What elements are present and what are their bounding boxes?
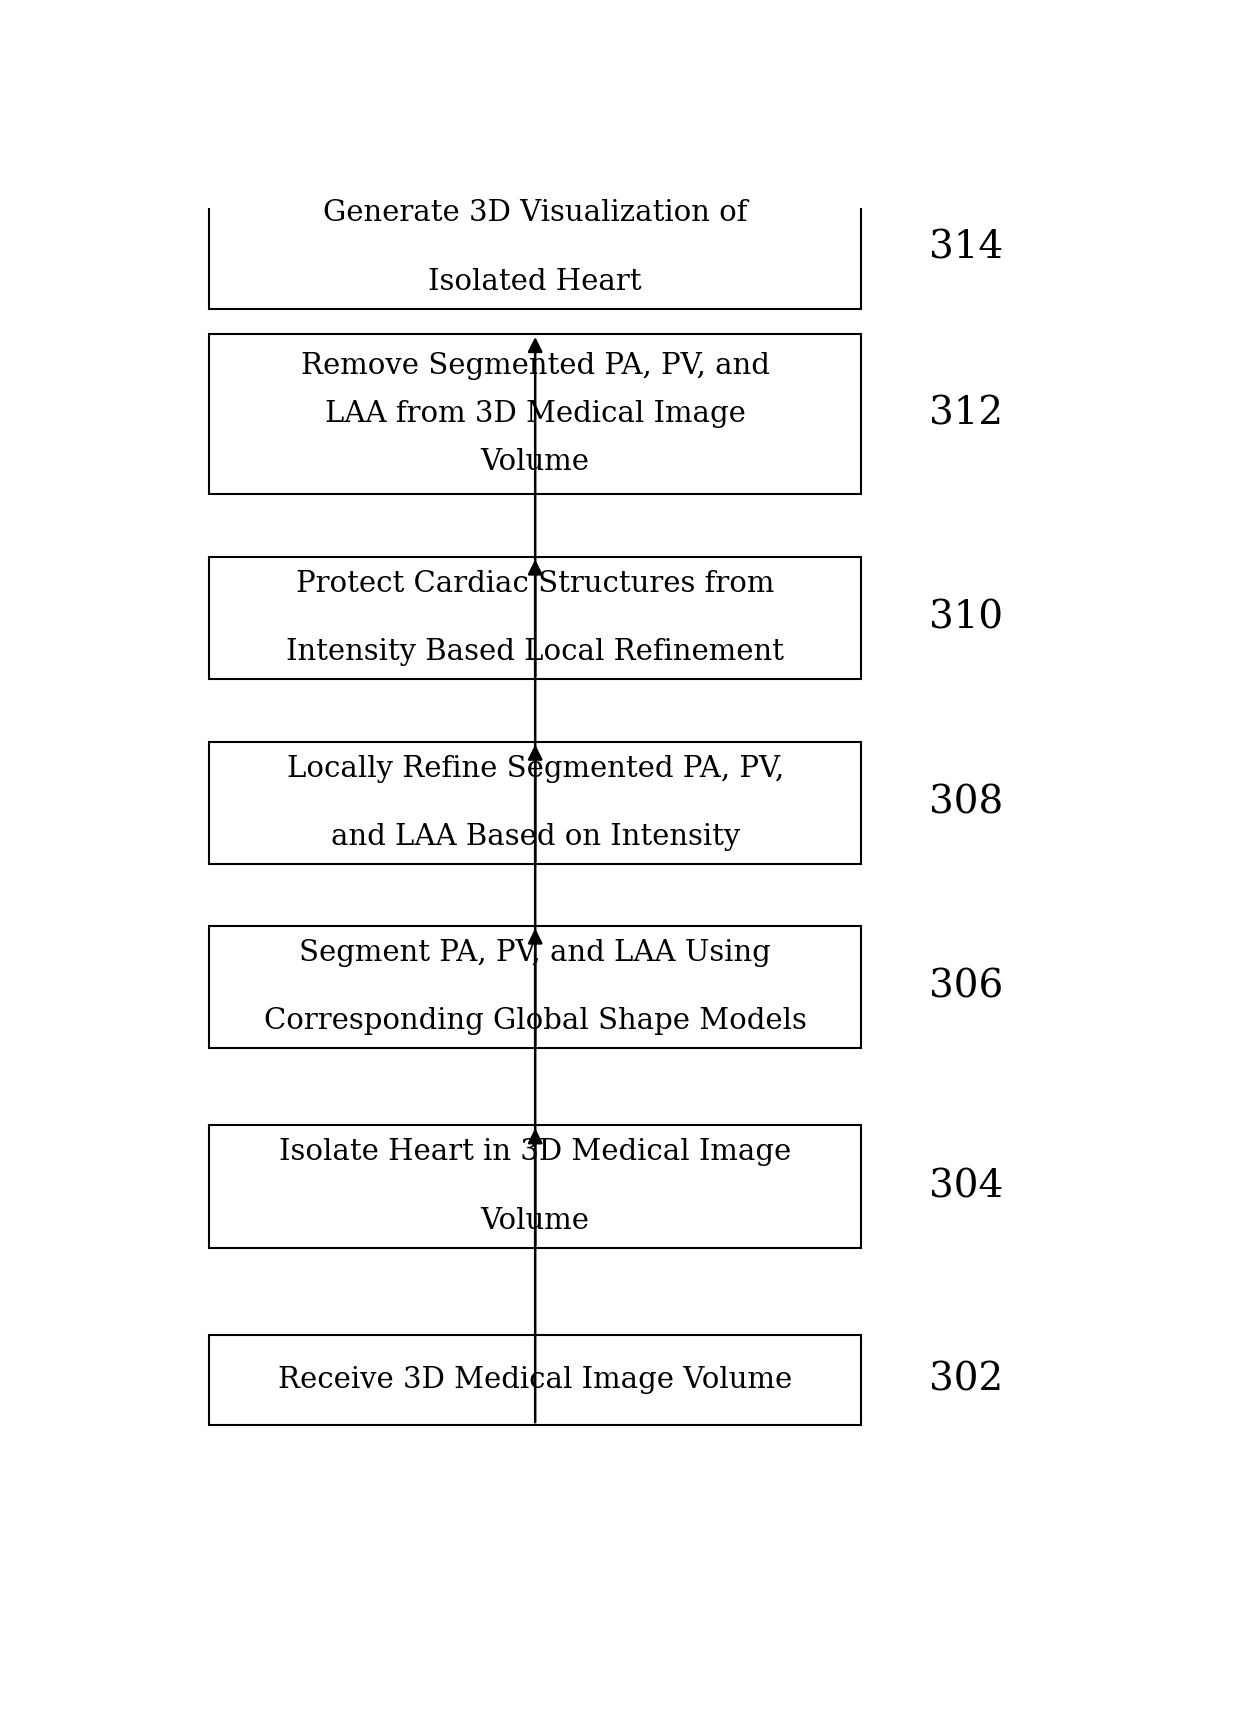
Text: 306: 306 — [929, 969, 1004, 1005]
Text: 314: 314 — [929, 228, 1004, 266]
Text: Protect Cardiac Structures from: Protect Cardiac Structures from — [296, 569, 774, 597]
Text: Segment PA, PV, and LAA Using: Segment PA, PV, and LAA Using — [299, 939, 771, 967]
Text: Generate 3D Visualization of: Generate 3D Visualization of — [323, 199, 747, 227]
FancyBboxPatch shape — [209, 742, 862, 865]
Text: 312: 312 — [929, 396, 1003, 432]
FancyBboxPatch shape — [209, 926, 862, 1048]
FancyBboxPatch shape — [209, 334, 862, 495]
FancyBboxPatch shape — [209, 557, 862, 680]
Text: 310: 310 — [929, 599, 1003, 637]
Text: Receive 3D Medical Image Volume: Receive 3D Medical Image Volume — [278, 1367, 792, 1394]
Text: Isolated Heart: Isolated Heart — [429, 268, 642, 296]
Text: 302: 302 — [929, 1362, 1004, 1398]
FancyBboxPatch shape — [209, 187, 862, 310]
Text: 308: 308 — [929, 784, 1004, 822]
Text: Volume: Volume — [480, 448, 590, 476]
Text: LAA from 3D Medical Image: LAA from 3D Medical Image — [324, 400, 746, 427]
Text: Intensity Based Local Refinement: Intensity Based Local Refinement — [287, 638, 784, 666]
Text: Volume: Volume — [480, 1208, 590, 1235]
Text: Remove Segmented PA, PV, and: Remove Segmented PA, PV, and — [301, 353, 769, 381]
Text: Locally Refine Segmented PA, PV,: Locally Refine Segmented PA, PV, — [287, 754, 784, 782]
FancyBboxPatch shape — [209, 1126, 862, 1247]
FancyBboxPatch shape — [209, 1334, 862, 1426]
Text: Corresponding Global Shape Models: Corresponding Global Shape Models — [264, 1007, 807, 1035]
Text: and LAA Based on Intensity: and LAA Based on Intensity — [330, 823, 739, 851]
Text: Isolate Heart in 3D Medical Image: Isolate Heart in 3D Medical Image — [279, 1138, 792, 1166]
Text: 304: 304 — [929, 1168, 1004, 1206]
